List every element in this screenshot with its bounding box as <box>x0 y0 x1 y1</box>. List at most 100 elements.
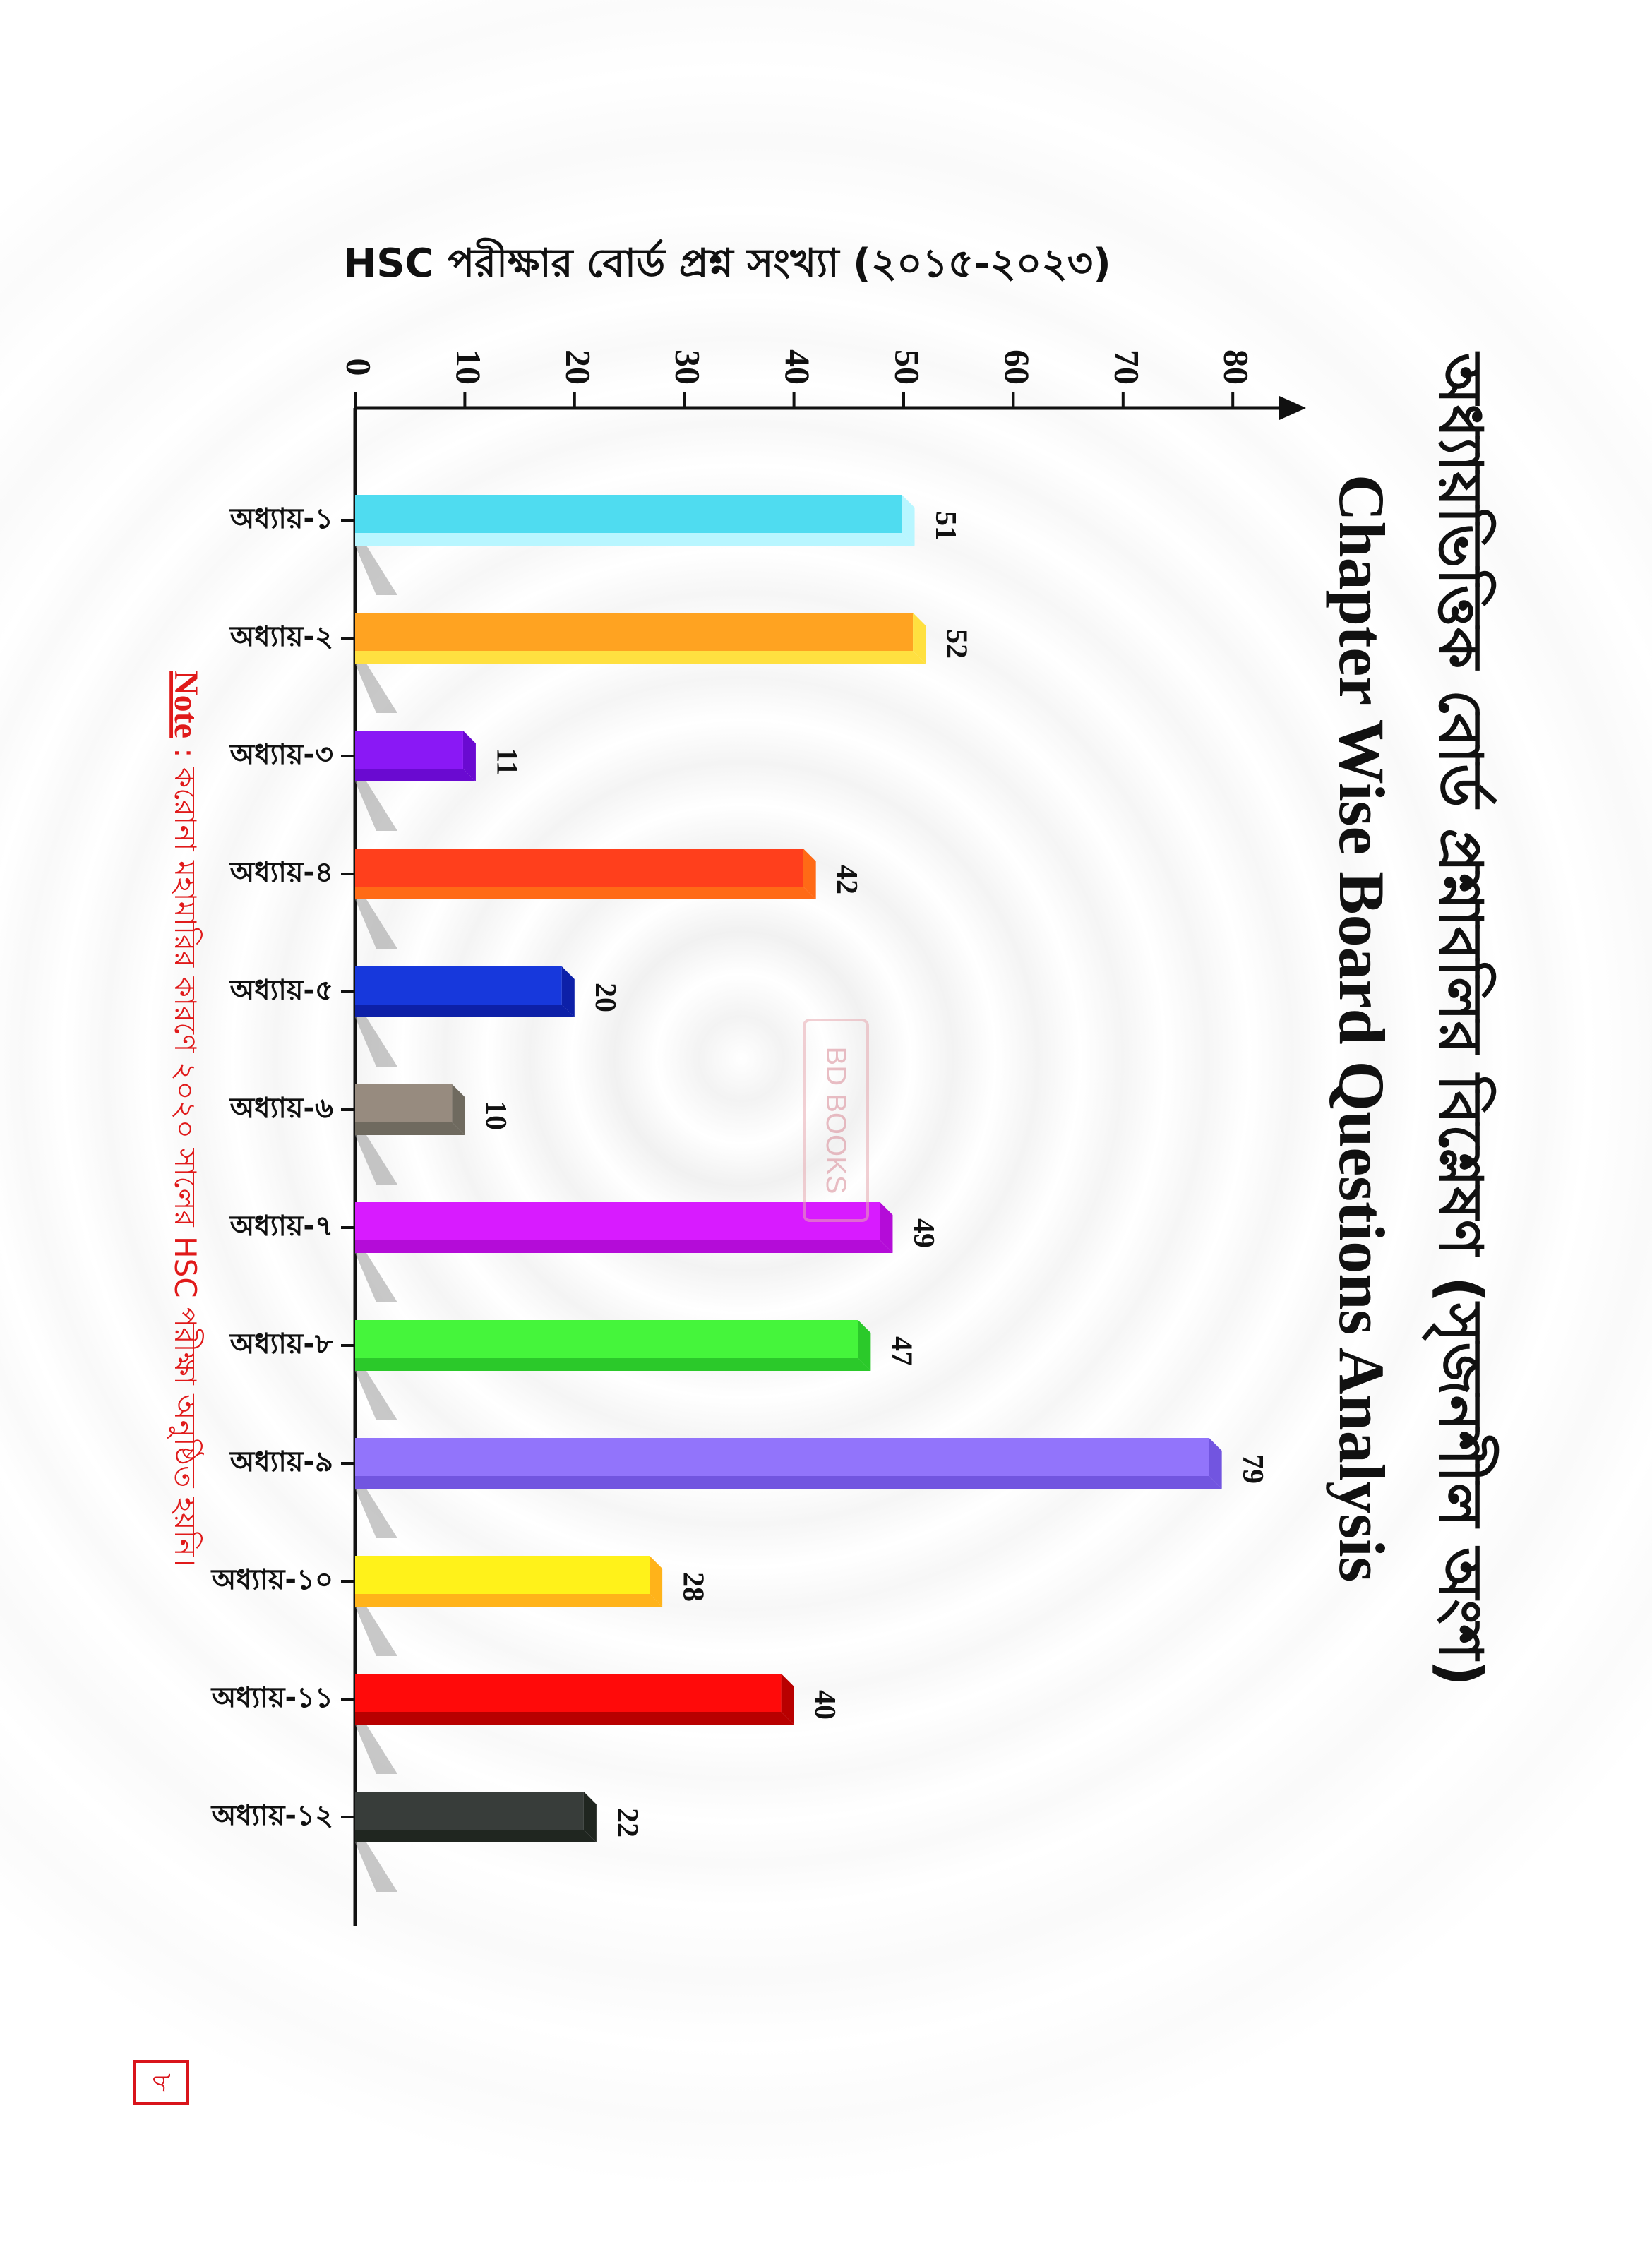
bar-front-face <box>355 495 902 533</box>
category-label: অধ্যায়-৩ <box>229 738 333 771</box>
y-tick-label: 50 <box>888 349 928 385</box>
category-label: অধ্যায়-৮ <box>229 1328 334 1360</box>
chart-bars <box>355 495 1222 1892</box>
bar-front-face <box>355 1438 1209 1476</box>
bar-shadow <box>355 1371 397 1420</box>
value-label: 47 <box>885 1336 918 1366</box>
bar-shadow <box>355 1017 397 1067</box>
bar <box>355 1320 871 1420</box>
y-tick-label: 80 <box>1217 349 1257 385</box>
bar-end-cap <box>462 731 476 781</box>
bar <box>355 495 915 595</box>
bar-side-face <box>355 1240 893 1253</box>
bar-side-face <box>355 1005 575 1017</box>
bar-side-face <box>355 1594 663 1607</box>
bar-front-face <box>355 966 562 1005</box>
bar-side-face <box>355 651 926 664</box>
chart-title-bengali: অধ্যায়ভিত্তিক বোর্ড প্রশ্নাবলির বিশ্লেষ… <box>1421 351 1500 1686</box>
bar <box>355 966 575 1067</box>
bar-front-face <box>355 731 463 769</box>
bar <box>355 1084 465 1185</box>
bar-end-cap <box>858 1320 871 1371</box>
y-tick-label: 0 <box>340 359 379 376</box>
bar-end-cap <box>561 966 575 1017</box>
category-label: অধ্যায়-১১ <box>210 1681 333 1714</box>
y-tick-label: 10 <box>449 349 489 385</box>
bar <box>355 1438 1222 1538</box>
bar-side-face <box>355 533 915 546</box>
page-number: ৮ <box>133 2060 189 2105</box>
y-tick-label: 20 <box>558 349 598 385</box>
bar-side-face <box>355 887 816 899</box>
value-label: 40 <box>808 1690 841 1720</box>
bar-front-face <box>355 1084 453 1122</box>
bar-shadow <box>355 1725 397 1774</box>
y-axis-label: HSC পরীক্ষার বোর্ড প্রশ্ন সংখ্যা (২০১৫-২… <box>343 238 1111 287</box>
bar <box>355 731 476 831</box>
category-label: অধ্যায়-৭ <box>229 1210 333 1242</box>
y-axis-ticks: 0 10 20 30 40 50 60 70 80 <box>340 349 1257 408</box>
note-label: Note <box>167 671 205 738</box>
bar-front-face <box>355 849 803 887</box>
value-label: 51 <box>929 511 962 541</box>
category-label: অধ্যায়-৬ <box>229 1092 333 1125</box>
bar <box>355 1674 794 1774</box>
bar-front-face <box>355 1320 858 1358</box>
bar-shadow <box>355 781 397 831</box>
bar <box>355 1792 597 1892</box>
bar-end-cap <box>803 849 816 899</box>
bd-books-watermark: BD BOOKS <box>803 1019 869 1222</box>
value-axis-arrow <box>1279 396 1306 420</box>
note: Note : করোনা মহামারির কারণে ২০২০ সালের H… <box>167 671 205 1567</box>
bar <box>355 849 816 949</box>
bar-end-cap <box>1209 1438 1222 1489</box>
bar-shadow <box>355 664 397 713</box>
bar-front-face <box>355 1674 782 1712</box>
category-label: অধ্যায়-১২ <box>210 1799 333 1832</box>
bar <box>355 613 926 713</box>
value-label: 10 <box>479 1101 512 1130</box>
y-tick-label: 70 <box>1107 349 1147 385</box>
value-label: 52 <box>940 629 972 659</box>
bar <box>355 1202 893 1302</box>
y-tick-label: 60 <box>998 349 1037 385</box>
bar-shadow <box>355 1842 397 1892</box>
category-label: অধ্যায়-১০ <box>210 1564 333 1596</box>
bar-side-face <box>355 1830 597 1842</box>
bar-side-face <box>355 1122 465 1135</box>
bar-side-face <box>355 769 476 781</box>
bar-end-cap <box>913 613 926 664</box>
note-text: Note : করোনা মহামারির কারণে ২০২০ সালের H… <box>167 671 205 1567</box>
value-label: 49 <box>907 1218 940 1248</box>
bar-side-face <box>355 1358 871 1371</box>
bar-side-face <box>355 1712 794 1725</box>
y-tick-label: 40 <box>778 349 818 385</box>
y-tick-label: 30 <box>669 349 708 385</box>
category-label: অধ্যায়-৯ <box>229 1446 333 1478</box>
value-label: 42 <box>830 865 863 894</box>
value-label: 11 <box>490 748 522 776</box>
bar-shadow <box>355 546 397 595</box>
category-label: অধ্যায়-২ <box>229 621 333 653</box>
category-label: অধ্যায়-৫ <box>229 974 333 1007</box>
bar-shadow <box>355 1489 397 1538</box>
bar-shadow <box>355 1253 397 1302</box>
chart-title: অধ্যায়ভিত্তিক বোর্ড প্রশ্নাবলির বিশ্লেষ… <box>1326 351 1500 1686</box>
value-label: 28 <box>676 1572 709 1602</box>
value-label: 22 <box>611 1808 643 1838</box>
bar-front-face <box>355 1556 650 1594</box>
category-label: অধ্যায়-৪ <box>229 856 333 889</box>
bar-end-cap <box>650 1556 663 1607</box>
bar-end-cap <box>902 495 915 546</box>
bar-shadow <box>355 1135 397 1185</box>
value-label: 79 <box>1236 1454 1269 1484</box>
note-body: : করোনা মহামারির কারণে ২০২০ সালের HSC পর… <box>167 748 204 1566</box>
bar-front-face <box>355 1792 584 1830</box>
bar-shadow <box>355 899 397 949</box>
value-labels: 51 52 11 42 20 10 49 47 79 28 40 22 <box>479 511 1269 1838</box>
bar <box>355 1556 663 1656</box>
bar-front-face <box>355 1202 880 1240</box>
bar-end-cap <box>781 1674 794 1725</box>
value-label: 20 <box>589 983 621 1012</box>
